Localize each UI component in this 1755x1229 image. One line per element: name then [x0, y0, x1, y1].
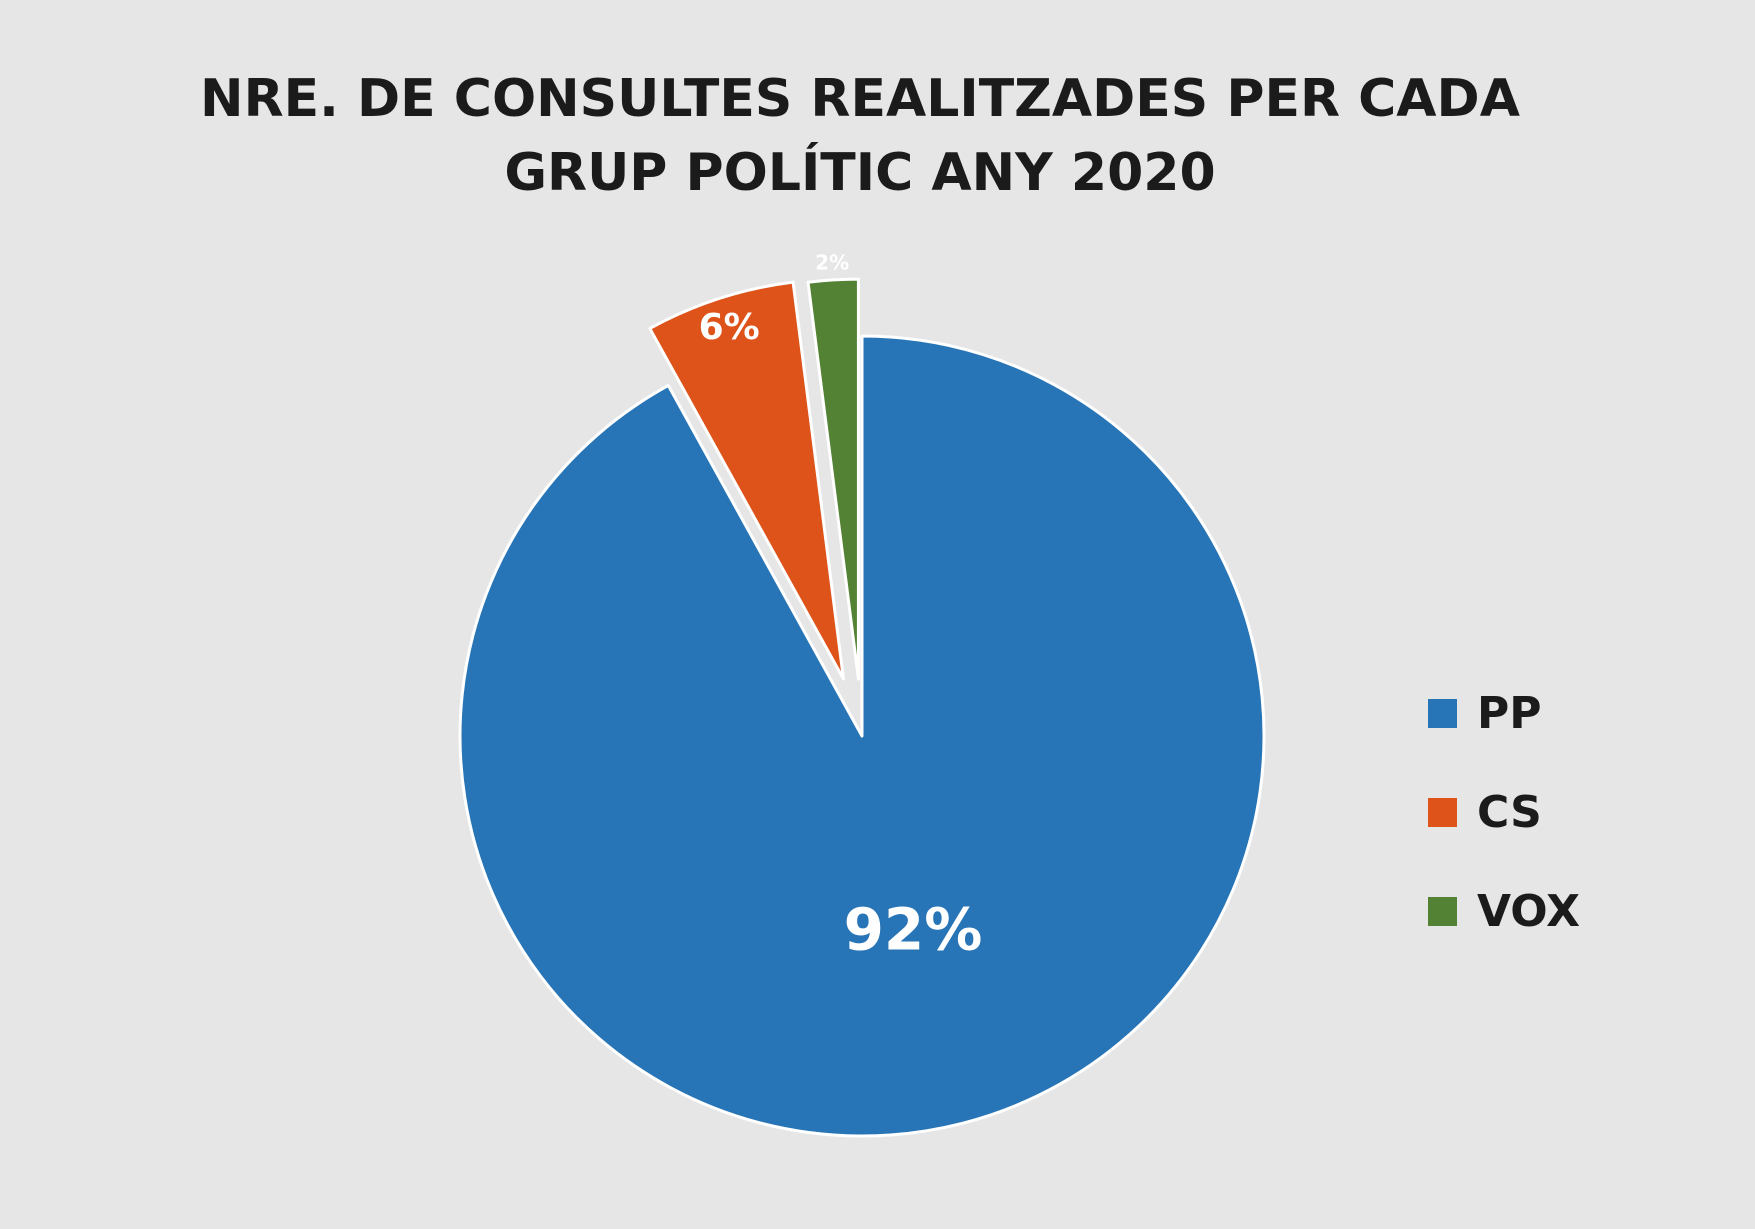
pie-slice-vox	[806, 277, 860, 681]
legend-swatch-vox	[1428, 897, 1457, 926]
legend-swatch-pp	[1428, 699, 1457, 728]
legend-item-cs: CS	[1428, 763, 1580, 862]
legend-label-cs: CS	[1477, 787, 1542, 838]
pie-slice-pp	[458, 334, 1266, 1138]
legend-item-pp: PP	[1428, 664, 1580, 763]
data-label-cs: 6%	[699, 307, 760, 348]
data-label-pp: 92%	[844, 896, 983, 964]
chart-title-line-2: GRUP POLÍTIC ANY 2020	[504, 143, 1216, 203]
slice-group-pp: 92%	[458, 334, 1266, 1138]
slice-group-vox: 2%	[806, 250, 860, 681]
legend-label-pp: PP	[1477, 688, 1542, 739]
legend-label-vox: VOX	[1477, 886, 1581, 937]
legend-item-vox: VOX	[1428, 862, 1580, 961]
chart-title-line-1: NRE. DE CONSULTES REALITZADES PER CADA	[200, 69, 1520, 129]
data-label-vox: 2%	[815, 250, 849, 274]
legend-swatch-cs	[1428, 798, 1457, 827]
slice-group-cs: 6%	[648, 280, 845, 681]
pie-slice-cs	[648, 280, 845, 681]
legend: PP CS VOX	[1428, 664, 1580, 961]
chart-title: NRE. DE CONSULTES REALITZADES PER CADA G…	[180, 62, 1540, 210]
